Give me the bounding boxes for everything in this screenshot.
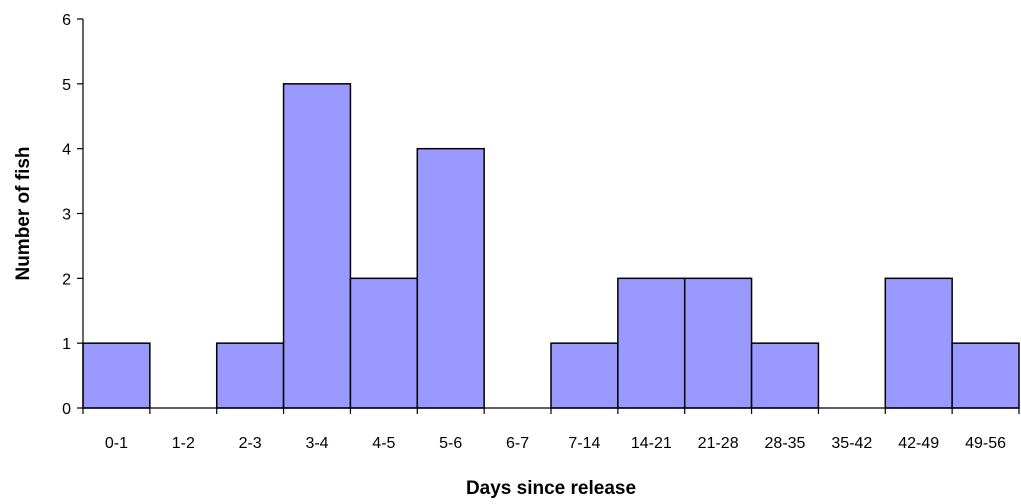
x-tick-label: 0-1: [105, 435, 128, 452]
bar-28-35: [750, 342, 820, 409]
bar-3-4: [282, 83, 352, 409]
bar-7-14: [550, 342, 619, 409]
y-tick-label: 3: [62, 207, 71, 224]
x-axis-title: Days since release: [466, 478, 636, 499]
y-tick-label: 0: [62, 401, 71, 418]
bar-4-5: [349, 277, 419, 409]
bars-group: [82, 83, 1020, 409]
x-tick-label: 2-3: [239, 435, 262, 452]
x-tick-label: 3-4: [305, 435, 328, 452]
x-tick-label: 35-42: [831, 435, 872, 452]
y-tick-label: 5: [62, 77, 71, 94]
x-tick-label: 6-7: [506, 435, 529, 452]
x-tick-label: 49-56: [965, 435, 1006, 452]
y-axis-title: Number of fish: [13, 146, 34, 280]
x-tick-label: 1-2: [172, 435, 195, 452]
y-ticks-group: 0 1 2 3 4 5 6: [62, 12, 83, 418]
x-tick-label: 5-6: [439, 435, 462, 452]
x-tick-label: 4-5: [372, 435, 395, 452]
y-tick-label: 4: [62, 142, 71, 159]
x-tick-label: 42-49: [898, 435, 939, 452]
x-tick-label: 14-21: [631, 435, 672, 452]
bar-49-56: [951, 342, 1020, 409]
bar-21-28: [683, 277, 753, 409]
bar-2-3: [215, 342, 285, 409]
y-tick-label: 6: [62, 12, 71, 29]
x-tick-label: 21-28: [698, 435, 739, 452]
bar-0-1: [82, 342, 151, 409]
bar-14-21: [617, 277, 686, 409]
x-ticks-group: 0-1 1-2 2-3 3-4 4-5 5-6 6-7 7-14 14-21 21-28 28-35…: [82, 408, 1020, 452]
y-tick-label: 2: [62, 271, 71, 288]
bar-5-6: [416, 147, 485, 409]
x-tick-label: 7-14: [568, 435, 600, 452]
y-tick-label: 1: [62, 336, 71, 353]
bar-42-49: [884, 277, 953, 409]
x-tick-label: 28-35: [765, 435, 806, 452]
